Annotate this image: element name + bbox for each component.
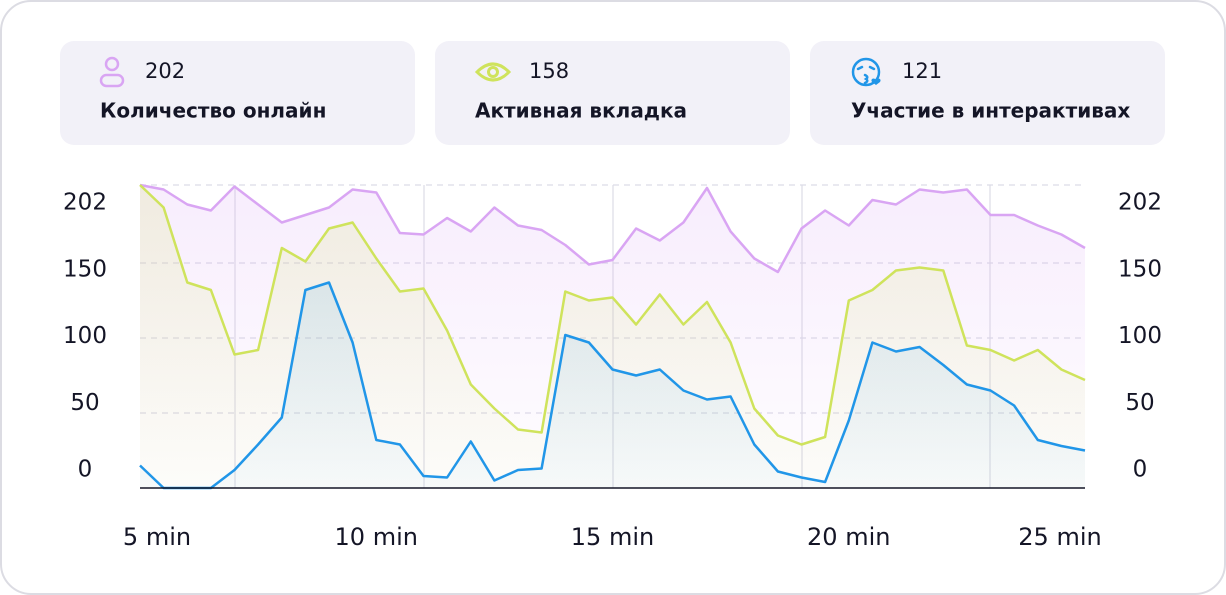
stat-card <box>60 41 415 145</box>
area <box>140 282 1085 488</box>
area <box>140 185 1085 488</box>
y-tick-label: 100 <box>63 323 107 349</box>
x-tick-label: 10 min <box>335 523 418 551</box>
emoji-icon <box>851 57 881 87</box>
eye-icon <box>474 62 512 82</box>
y-tick-label: 150 <box>1118 256 1162 282</box>
plot: 0 0 50 50 100 100 150 150 202 202 5 min 10 min 15 mi… <box>63 183 1162 551</box>
y-tick-label: 50 <box>1125 390 1154 416</box>
stat-label: Участие в интерактивах <box>851 99 1130 123</box>
y-tick-label: 50 <box>70 390 99 416</box>
stat-card <box>810 41 1165 145</box>
y-tick-label: 0 <box>78 457 93 483</box>
y-tick-label: 0 <box>1133 457 1148 483</box>
stat-label: Активная вкладка <box>475 99 687 123</box>
stat-value: 121 <box>902 59 942 83</box>
y-tick-label: 150 <box>63 256 107 282</box>
stat-label: Количество онлайн <box>100 99 326 123</box>
x-tick-label: 5 min <box>123 523 191 551</box>
user-icon <box>99 56 125 88</box>
x-tick-label: 25 min <box>1018 523 1101 551</box>
line <box>139 183 1086 274</box>
y-tick-label: 202 <box>1118 190 1162 216</box>
y-tick-label: 202 <box>63 190 107 216</box>
x-tick-label: 20 min <box>807 523 890 551</box>
line <box>139 281 1086 490</box>
stat-card <box>435 41 790 145</box>
line <box>139 184 1086 446</box>
stat-value: 158 <box>529 59 569 83</box>
x-tick-label: 15 min <box>571 523 654 551</box>
stat-value: 202 <box>145 59 185 83</box>
y-tick-label: 100 <box>1118 323 1162 349</box>
